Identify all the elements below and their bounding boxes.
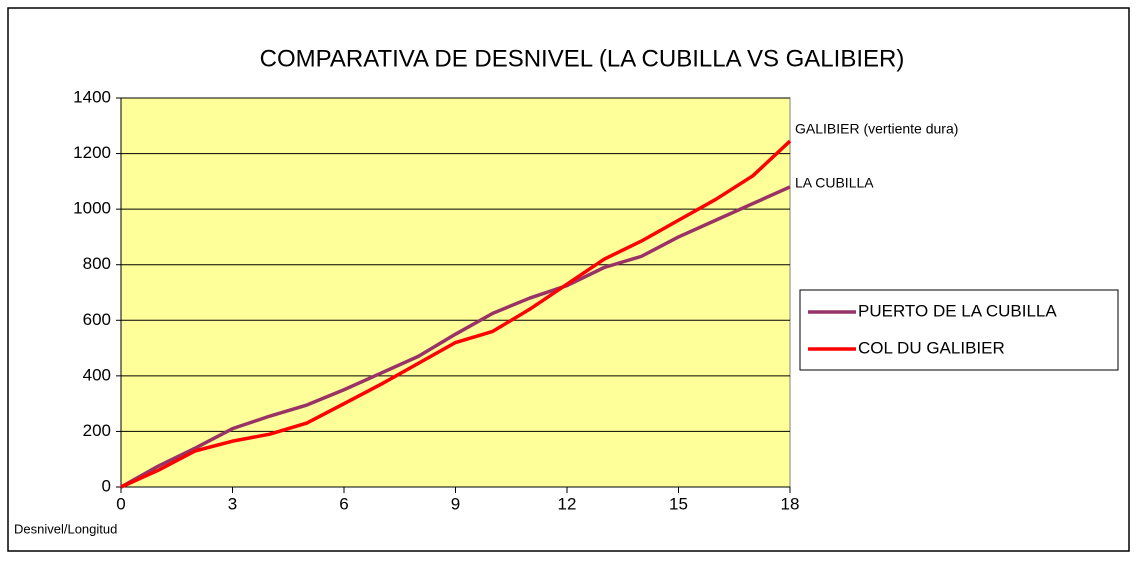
line-series [120, 139, 792, 489]
x-tick-label: 18 [781, 494, 800, 513]
x-tick-label: 9 [451, 494, 460, 513]
y-tick-label: 0 [102, 476, 111, 495]
annotation: LA CUBILLA [795, 175, 874, 191]
x-tick-label: 15 [669, 494, 688, 513]
x-tick-label: 3 [228, 494, 237, 513]
y-tick-label: 800 [83, 254, 111, 273]
y-tick-label: 200 [83, 421, 111, 440]
y-tick-label: 1400 [73, 87, 111, 106]
legend-label: PUERTO DE LA CUBILLA [858, 301, 1057, 320]
y-tick-label: 1200 [73, 143, 111, 162]
plot-area [120, 97, 791, 488]
x-tick-label: 6 [339, 494, 348, 513]
chart-title: COMPARATIVA DE DESNIVEL (LA CUBILLA VS G… [260, 45, 905, 72]
y-tick-label: 600 [83, 310, 111, 329]
x-tick-label: 12 [558, 494, 577, 513]
y-tick-label: 1000 [73, 199, 111, 218]
legend-box [799, 289, 1119, 371]
x-tick-label: 0 [116, 494, 125, 513]
annotation: GALIBIER (vertiente dura) [795, 121, 958, 137]
x-axis-label: Desnivel/Longitud [14, 521, 117, 536]
line-series [120, 185, 791, 489]
y-tick-label: 400 [83, 365, 111, 384]
legend-label: COL DU GALIBIER [858, 338, 1005, 357]
